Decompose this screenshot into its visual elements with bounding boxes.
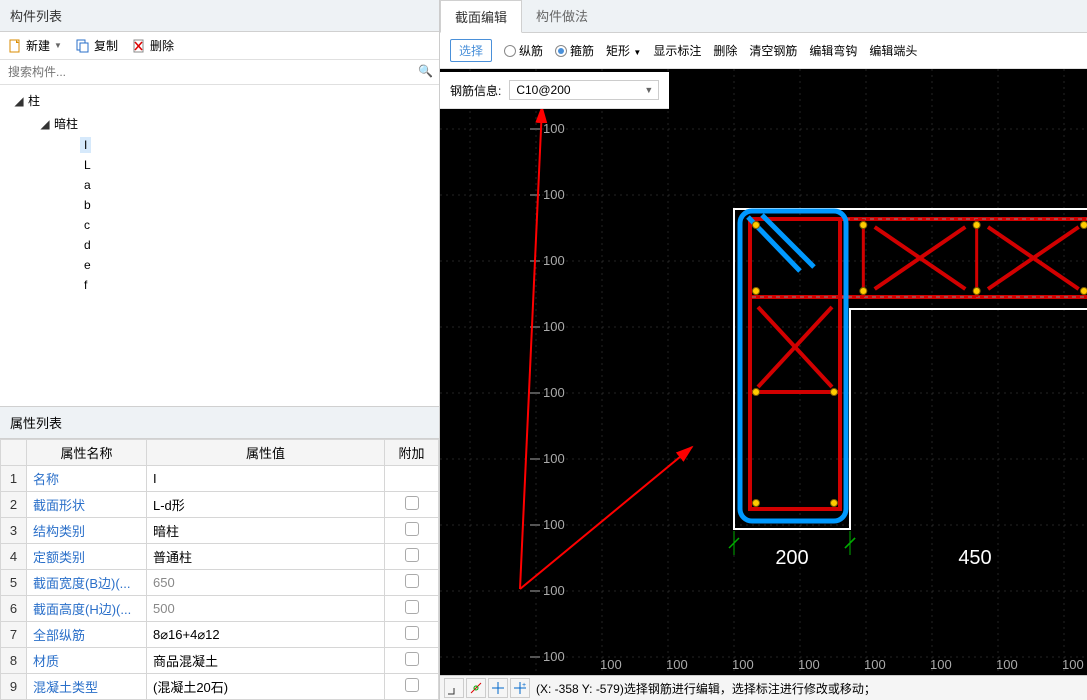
new-label: 新建 xyxy=(26,37,50,54)
svg-text:100: 100 xyxy=(543,649,565,664)
attr-row[interactable]: 8材质商品混凝土 xyxy=(1,648,439,674)
svg-text:100: 100 xyxy=(732,657,754,672)
radio-longitudinal[interactable]: 纵筋 xyxy=(504,42,543,59)
delete-rebar-button[interactable]: 删除 xyxy=(713,42,737,59)
svg-text:100: 100 xyxy=(543,451,565,466)
tab-practice[interactable]: 构件做法 xyxy=(522,0,602,32)
col-index xyxy=(1,440,27,466)
attribute-list-title: 属性列表 xyxy=(0,406,439,439)
section-canvas[interactable]: 100 100 100 100 100 100 100 100 100 100 100 100 100 1… xyxy=(440,69,1087,675)
edit-hook-button[interactable]: 编辑弯钩 xyxy=(809,42,857,59)
copy-button[interactable]: 复制 xyxy=(76,37,118,54)
svg-text:100: 100 xyxy=(543,583,565,598)
svg-text:+: + xyxy=(522,682,526,689)
delete-icon xyxy=(132,39,146,53)
svg-text:100: 100 xyxy=(996,657,1018,672)
svg-text:100: 100 xyxy=(543,253,565,268)
attr-row[interactable]: 9混凝土类型(混凝土20石) xyxy=(1,674,439,700)
col-value: 属性值 xyxy=(147,440,385,466)
col-name: 属性名称 xyxy=(27,440,147,466)
status-btn-3[interactable] xyxy=(488,678,508,698)
dropdown-icon: ▼ xyxy=(54,41,62,50)
rect-button[interactable]: 矩形 ▼ xyxy=(606,42,641,59)
svg-text:100: 100 xyxy=(600,657,622,672)
svg-text:100: 100 xyxy=(543,121,565,136)
svg-text:100: 100 xyxy=(864,657,886,672)
status-btn-1[interactable] xyxy=(444,678,464,698)
new-button[interactable]: 新建 ▼ xyxy=(8,37,62,54)
svg-text:100: 100 xyxy=(543,319,565,334)
attr-row[interactable]: 4定额类别普通柱 xyxy=(1,544,439,570)
copy-icon xyxy=(76,39,90,53)
search-icon[interactable]: 🔍 xyxy=(418,64,433,78)
tree-leaf[interactable]: d xyxy=(0,235,439,255)
status-text: (X: -358 Y: -579)选择钢筋进行编辑，选择标注进行修改或移动； xyxy=(536,680,876,697)
tree-leaf[interactable]: f xyxy=(0,275,439,295)
attribute-table: 属性名称 属性值 附加 1名称I2截面形状L-d形3结构类别暗柱4定额类别普通柱… xyxy=(0,439,439,700)
attr-row[interactable]: 1名称I xyxy=(1,466,439,492)
status-btn-2[interactable] xyxy=(466,678,486,698)
search-input[interactable] xyxy=(0,60,439,84)
col-extra: 附加 xyxy=(385,440,439,466)
svg-text:100: 100 xyxy=(543,517,565,532)
tree-leaf[interactable]: e xyxy=(0,255,439,275)
rebar-info-input[interactable] xyxy=(509,80,659,100)
svg-text:100: 100 xyxy=(798,657,820,672)
svg-text:450: 450 xyxy=(958,547,991,569)
tree-leaf[interactable]: a xyxy=(0,175,439,195)
attr-row[interactable]: 3结构类别暗柱 xyxy=(1,518,439,544)
component-tree: ◢柱 ◢暗柱 ILabcdef xyxy=(0,85,439,406)
show-annot-button[interactable]: 显示标注 xyxy=(653,42,701,59)
clear-rebar-button[interactable]: 清空钢筋 xyxy=(749,42,797,59)
tree-leaf[interactable]: c xyxy=(0,215,439,235)
tree-leaf[interactable]: b xyxy=(0,195,439,215)
rebar-info-bar: 钢筋信息: ▼ xyxy=(440,72,669,109)
radio-stirrup[interactable]: 箍筋 xyxy=(555,42,594,59)
rebar-info-label: 钢筋信息: xyxy=(450,82,501,99)
svg-text:100: 100 xyxy=(543,187,565,202)
status-btn-4[interactable]: + xyxy=(510,678,530,698)
svg-text:200: 200 xyxy=(775,547,808,569)
attr-row[interactable]: 5截面宽度(B边)(...650 xyxy=(1,570,439,596)
expand-icon[interactable]: ◢ xyxy=(14,94,24,108)
svg-text:100: 100 xyxy=(930,657,952,672)
attr-row[interactable]: 7全部纵筋8⌀16+4⌀12 xyxy=(1,622,439,648)
delete-button[interactable]: 删除 xyxy=(132,37,174,54)
attr-row[interactable]: 6截面高度(H边)(...500 xyxy=(1,596,439,622)
dropdown-icon[interactable]: ▼ xyxy=(644,85,653,95)
tree-node-root[interactable]: ◢柱 xyxy=(0,89,439,112)
delete-label: 删除 xyxy=(150,37,174,54)
svg-text:100: 100 xyxy=(1062,657,1084,672)
tree-node-child[interactable]: ◢暗柱 xyxy=(0,112,439,135)
edit-end-button[interactable]: 编辑端头 xyxy=(869,42,917,59)
svg-text:100: 100 xyxy=(666,657,688,672)
attr-row[interactable]: 2截面形状L-d形 xyxy=(1,492,439,518)
tab-section-edit[interactable]: 截面编辑 xyxy=(440,0,522,33)
copy-label: 复制 xyxy=(94,37,118,54)
select-button[interactable]: 选择 xyxy=(450,39,492,62)
tree-leaf[interactable]: L xyxy=(0,155,439,175)
tree-leaf[interactable]: I xyxy=(0,135,439,155)
expand-icon[interactable]: ◢ xyxy=(40,117,50,131)
svg-text:100: 100 xyxy=(543,385,565,400)
new-icon xyxy=(8,39,22,53)
component-list-title: 构件列表 xyxy=(0,0,439,32)
